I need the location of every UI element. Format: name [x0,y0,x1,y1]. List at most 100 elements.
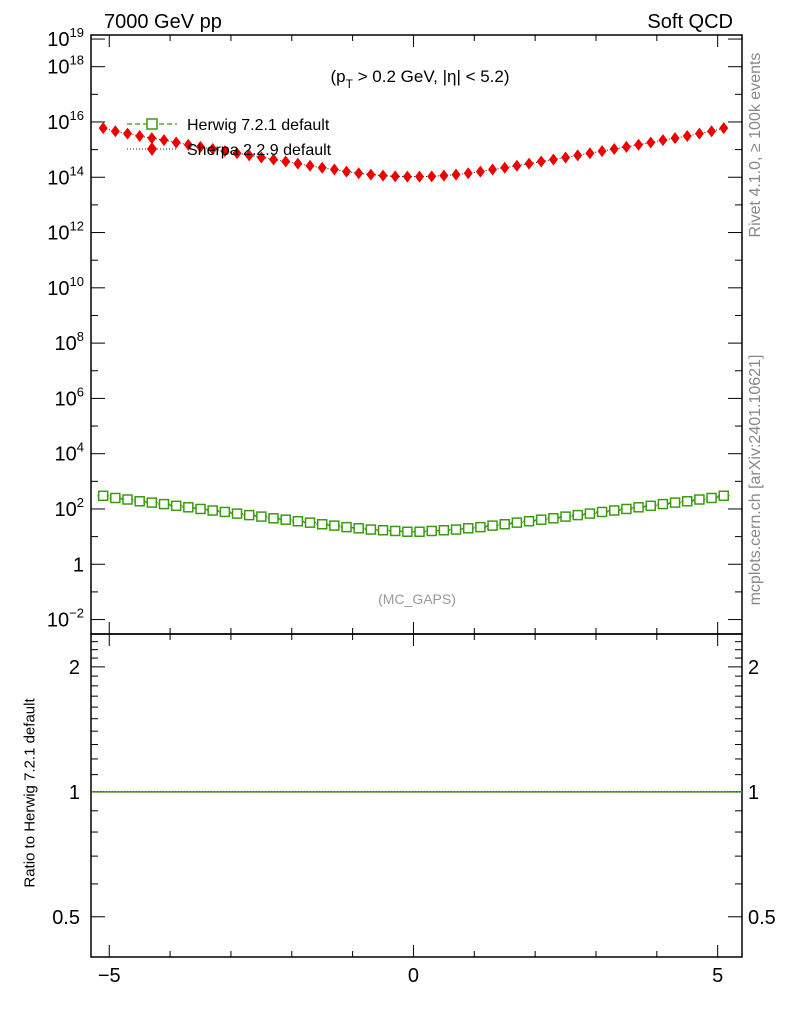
sherpa-point [378,169,388,182]
herwig-point [657,498,669,510]
y-tick-base: 10 [47,223,69,245]
herwig-point [134,496,145,507]
ratio-tick-label-left: 1 [69,782,80,804]
sherpa-point [524,157,534,170]
sherpa-point [536,155,546,168]
y-tick-label: 1012 [47,219,84,245]
herwig-point [523,515,535,527]
y-tick-exponent: 14 [70,163,84,178]
rivet-version-label: Rivet 4.1.0, ≥ 100k events [747,52,764,238]
sherpa-line [103,127,724,178]
sherpa-point [196,140,206,153]
y-tick-exponent: 19 [70,25,84,40]
sherpa-point [256,151,266,164]
sherpa-point [354,167,364,180]
herwig-point [718,490,729,502]
y-tick-label: 10−2 [47,606,84,632]
x-tick-label: 0 [408,965,419,987]
sherpa-point [475,165,485,178]
sherpa-point [682,130,692,143]
sherpa-point [390,170,400,183]
ratio-tick-label-right: 1 [748,782,759,804]
herwig-point [706,492,717,504]
herwig-point [499,519,510,530]
herwig-point [487,520,498,531]
herwig-point [475,521,486,533]
sherpa-point [183,138,193,151]
y-tick-base: 10 [47,610,69,632]
sherpa-point [561,151,571,164]
sherpa-point [488,163,498,176]
sherpa-point [329,163,339,176]
series-sherpa [98,122,729,183]
sherpa-point [707,125,717,138]
sherpa-point [500,161,510,174]
cuts-label: (pT > 0.2 GeV, |η| < 5.2) [330,67,509,91]
herwig-point [243,509,255,521]
herwig-point [645,500,656,512]
herwig-point [207,505,218,516]
herwig-point [97,490,109,502]
herwig-point [110,492,121,504]
herwig-point [341,521,352,533]
cuts-open: (p [330,67,345,86]
y-tick-base: 10 [55,333,77,355]
herwig-point [329,520,340,531]
sherpa-point [281,155,291,168]
sherpa-point [719,122,729,135]
herwig-point [122,494,133,505]
sherpa-point [658,134,668,147]
sherpa-point [232,147,242,160]
herwig-point [584,508,596,519]
sherpa-point [512,159,522,172]
sherpa-point [402,170,412,183]
sherpa-point [110,125,120,138]
y-tick-label: 1018 [47,53,84,79]
sherpa-point [646,136,656,149]
herwig-point [608,505,620,516]
y-tick-exponent: −2 [69,606,84,621]
cuts-subscript: T [346,77,354,91]
legend: Herwig 7.2.1 default Sherpa 2.2.9 default [127,117,332,159]
herwig-point [414,526,425,537]
sherpa-point [451,168,461,181]
sherpa-point [634,138,644,151]
sherpa-point [694,127,704,140]
herwig-point [231,508,243,519]
legend-herwig-label: Herwig 7.2.1 default [187,117,330,134]
herwig-point [146,497,158,508]
herwig-point [377,524,389,536]
herwig-point [548,513,559,524]
herwig-point [316,519,328,530]
sherpa-point [670,132,680,145]
sherpa-point [98,122,108,135]
y-tick-base: 10 [47,112,69,134]
legend-sherpa-label: Sherpa 2.2.9 default [187,142,332,159]
herwig-point [633,502,644,513]
sherpa-point [208,143,218,156]
y-tick-label: 1 [73,554,84,576]
herwig-point [572,509,583,521]
herwig-point [170,500,182,512]
legend-sherpa-marker [147,142,157,156]
herwig-point [183,502,194,513]
herwig-point [256,511,267,522]
y-tick-exponent: 2 [77,495,84,510]
y-tick-label: 102 [55,495,84,521]
y-tick-base: 10 [47,278,69,300]
herwig-point [694,494,705,505]
ratio-tick-label-right: 0.5 [748,907,776,929]
y-tick-base: 10 [47,167,69,189]
sherpa-point [123,127,133,140]
y-tick-exponent: 8 [77,329,84,344]
herwig-point [560,511,571,522]
y-tick-label: 106 [55,384,84,410]
y-tick-label: 1019 [47,25,84,51]
y-tick-base: 10 [55,444,77,466]
sherpa-point [293,157,303,170]
herwig-point [426,525,437,537]
herwig-point [669,497,681,508]
herwig-point [365,524,377,535]
ratio-frame [90,633,743,958]
legend-herwig-marker [146,118,158,130]
